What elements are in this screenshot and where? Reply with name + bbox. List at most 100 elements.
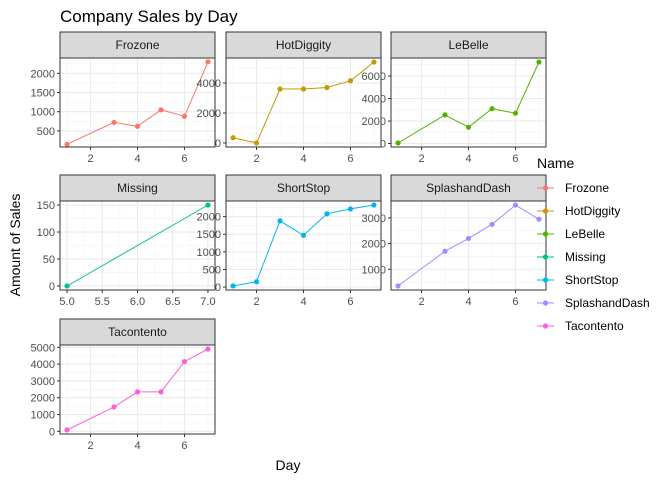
x-tick-label: 6.0 [130, 296, 145, 308]
data-point-hotdiggity [300, 86, 307, 92]
x-tick-label: 6 [181, 153, 187, 165]
data-point-frozone [134, 123, 141, 129]
y-tick-label: 50 [43, 254, 55, 266]
data-point-lebelle [465, 124, 472, 130]
y-tick-label: 1000 [197, 247, 221, 259]
facet-strip-label: Missing [117, 181, 158, 195]
facet-shortstop: ShortStop 2 4 6 0 500 1000 1500 2000 [197, 174, 382, 308]
y-tick-label: 4000 [197, 78, 221, 90]
y-tick-label: 2000 [362, 239, 386, 251]
y-tick-label: 0 [380, 139, 386, 151]
legend-key-point [542, 323, 549, 329]
legend-label: Frozone [565, 181, 609, 195]
legend-label: LeBelle [565, 227, 605, 241]
series-line-tacontento [66, 348, 209, 431]
legend-label: SplashandDash [565, 296, 650, 310]
x-tick-label: 2 [418, 296, 424, 308]
data-point-splashanddash [465, 235, 472, 242]
legend-item-splashanddash: SplashandDash [537, 296, 650, 310]
x-tick-label: 6 [512, 153, 518, 165]
data-point-shortstop [230, 283, 236, 289]
data-point-lebelle [512, 110, 519, 116]
data-point-shortstop [253, 279, 260, 285]
facet-strip-label: SplashandDash [426, 181, 511, 195]
data-point-frozone [158, 107, 164, 113]
data-point-tacontento [205, 346, 211, 352]
legend-label: ShortStop [565, 273, 619, 287]
legend-label: HotDiggity [565, 204, 620, 218]
legend-item-tacontento: Tacontento [537, 319, 624, 333]
legend-label: Missing [565, 250, 606, 264]
facet-strip [59, 174, 216, 202]
y-tick-label: 5000 [31, 342, 55, 354]
data-point-frozone [64, 141, 70, 147]
y-tick-label: 1000 [31, 410, 55, 422]
data-point-splashanddash [489, 221, 495, 227]
data-point-hotdiggity [277, 86, 283, 92]
panel-border [59, 200, 216, 291]
x-axis-title: Day [276, 457, 301, 473]
legend-key-point [542, 208, 549, 214]
panel-border [225, 200, 382, 291]
data-point-splashanddash [395, 283, 401, 289]
legend: Name Frozone HotDiggity LeBelle Missing Shor… [537, 155, 650, 333]
data-point-hotdiggity [347, 78, 354, 84]
y-tick-label: 1000 [31, 107, 55, 119]
x-tick-label: 6 [347, 296, 353, 308]
y-tick-label: 3000 [362, 213, 386, 225]
facet-strip-label: Frozone [115, 38, 159, 52]
chart-title: Company Sales by Day [60, 7, 238, 26]
x-tick-label: 6 [347, 153, 353, 165]
y-tick-label: 0 [49, 426, 55, 438]
data-point-tacontento [64, 427, 70, 433]
facet-strip-label: Tacontento [108, 325, 167, 339]
data-point-shortstop [277, 218, 283, 224]
panel-border [59, 57, 216, 148]
y-tick-label: 100 [37, 227, 55, 239]
data-point-missing [205, 202, 211, 208]
data-point-shortstop [324, 211, 330, 217]
data-point-splashanddash [536, 216, 542, 222]
legend-item-missing: Missing [537, 250, 606, 264]
facet-strip-label: ShortStop [277, 181, 331, 195]
series-line-lebelle [397, 61, 540, 144]
x-tick-label: 4 [134, 153, 140, 165]
x-tick-label: 4 [134, 440, 140, 452]
legend-item-frozone: Frozone [537, 181, 609, 195]
data-point-frozone [205, 59, 211, 65]
facet-strip-label: LeBelle [448, 38, 488, 52]
y-tick-label: 0 [49, 281, 55, 293]
x-tick-label: 5.0 [59, 296, 74, 308]
legend-key-point [542, 254, 549, 260]
x-tick-label: 2 [87, 440, 93, 452]
data-point-hotdiggity [324, 84, 330, 91]
data-point-tacontento [134, 389, 141, 395]
data-point-lebelle [489, 106, 495, 112]
x-tick-label: 7.0 [200, 296, 215, 308]
data-point-missing [64, 283, 70, 289]
legend-key-point [542, 277, 549, 283]
facet-splashanddash: SplashandDash 2 4 6 1000 2000 3000 [362, 174, 547, 308]
facet-hotdiggity: HotDiggity 2 4 6 0 2000 4000 [197, 31, 382, 165]
legend-key-point [542, 185, 549, 191]
y-tick-label: 0 [215, 282, 221, 294]
data-point-tacontento [158, 389, 164, 395]
data-point-splashanddash [442, 248, 448, 254]
x-tick-label: 2 [253, 296, 259, 308]
y-tick-label: 1500 [197, 229, 221, 241]
facet-strip [59, 31, 216, 59]
data-point-lebelle [536, 59, 542, 65]
facet-strip-label: HotDiggity [276, 38, 331, 52]
data-point-shortstop [347, 206, 354, 212]
facet-missing: Missing 5.0 5.5 6.0 6.5 7.0 0 50 100 150 [37, 174, 216, 308]
data-point-splashanddash [512, 202, 519, 208]
x-tick-label: 4 [465, 296, 471, 308]
facet-lebelle: LeBelle 2 4 6 0 2000 4000 6000 [362, 31, 547, 165]
y-tick-label: 6000 [362, 71, 386, 83]
legend-item-shortstop: ShortStop [537, 273, 619, 287]
data-point-tacontento [111, 404, 117, 410]
legend-label: Tacontento [565, 319, 624, 333]
x-tick-label: 4 [465, 153, 471, 165]
x-tick-label: 2 [418, 153, 424, 165]
